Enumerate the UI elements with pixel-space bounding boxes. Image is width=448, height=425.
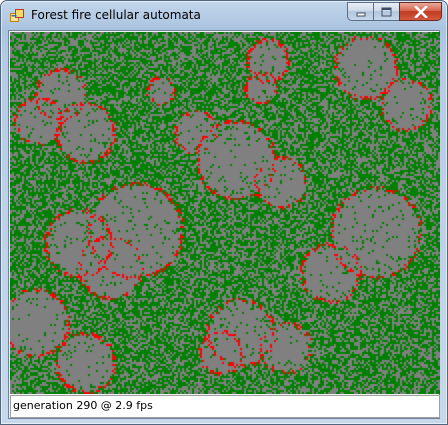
maximize-icon — [381, 7, 392, 16]
window-title: Forest fire cellular automata — [31, 8, 201, 22]
close-icon — [413, 5, 428, 18]
title-bar[interactable]: Forest fire cellular automata — [1, 1, 447, 29]
client-area: generation 290 @ 2.9 fps — [8, 30, 440, 419]
status-text: generation 290 @ 2.9 fps — [13, 399, 153, 412]
status-bar: generation 290 @ 2.9 fps — [10, 395, 440, 418]
maximize-button[interactable] — [373, 2, 399, 21]
caption-buttons — [347, 2, 442, 21]
simulation-grid[interactable] — [10, 32, 440, 394]
minimize-button[interactable] — [347, 2, 373, 21]
close-button[interactable] — [399, 2, 442, 21]
app-icon[interactable] — [10, 9, 24, 22]
minimize-icon — [356, 12, 365, 16]
